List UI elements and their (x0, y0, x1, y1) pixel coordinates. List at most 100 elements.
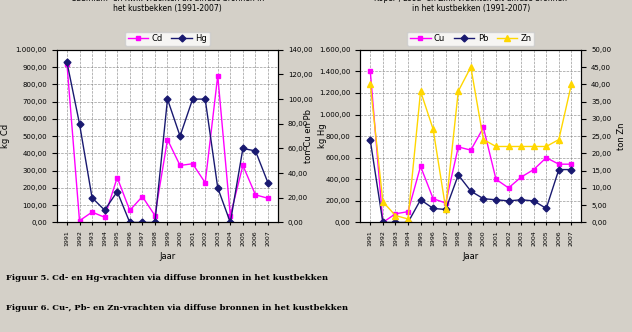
Zn (379, 200, 387, 204)
Cd (113, 176, 121, 180)
Cu (467, 148, 475, 152)
Cu (492, 177, 500, 181)
Cu (518, 175, 525, 179)
Hg (239, 146, 246, 150)
Hg (88, 196, 96, 200)
Line: Cd: Cd (64, 61, 270, 223)
Cu (379, 220, 387, 224)
Hg (176, 134, 184, 138)
Hg (113, 190, 121, 194)
Hg (214, 186, 222, 190)
Line: Pb: Pb (368, 138, 574, 225)
Pb (480, 197, 487, 201)
Line: Zn: Zn (368, 64, 574, 222)
Zn (442, 207, 449, 210)
Cd (101, 215, 109, 219)
Hg (151, 220, 159, 224)
Title: Koper-, Lood- en Zink vrachten uit diffuse bronnen
in het kustbekken (1991-2007): Koper-, Lood- en Zink vrachten uit diffu… (374, 0, 568, 13)
Cu (392, 212, 399, 216)
Pb (429, 207, 437, 210)
Zn (429, 127, 437, 131)
Cd (126, 208, 133, 212)
Pb (442, 208, 449, 211)
Hg (226, 220, 234, 224)
Cd (214, 74, 222, 78)
Pb (379, 220, 387, 224)
Cu (454, 145, 462, 149)
Zn (555, 137, 562, 141)
Line: Hg: Hg (64, 60, 270, 225)
Pb (467, 189, 475, 193)
Pb (505, 199, 513, 203)
Cd (264, 196, 272, 200)
Cu (480, 125, 487, 129)
Cu (505, 186, 513, 190)
Hg (264, 181, 272, 185)
Line: Cu: Cu (368, 69, 574, 225)
Hg (101, 208, 109, 212)
Legend: Cu, Pb, Zn: Cu, Pb, Zn (407, 32, 535, 45)
Cu (367, 69, 374, 73)
Zn (467, 65, 475, 69)
Cu (542, 156, 550, 160)
Cd (63, 62, 71, 66)
X-axis label: Jaar: Jaar (159, 252, 176, 261)
Pb (404, 220, 412, 224)
Pb (530, 199, 537, 203)
Zn (568, 82, 575, 86)
Hg (138, 220, 146, 224)
Pb (367, 138, 374, 142)
Cu (555, 162, 562, 166)
Cu (416, 164, 424, 168)
Cu (568, 162, 575, 166)
Pb (568, 168, 575, 172)
Hg (164, 97, 171, 101)
Y-axis label: kg Cd: kg Cd (1, 124, 10, 148)
Zn (505, 144, 513, 148)
Title: Cadmium- en Kwik-vrachten uit diffuse bronnen in
het kustbekken (1991-2007): Cadmium- en Kwik-vrachten uit diffuse br… (71, 0, 264, 13)
Cd (252, 193, 259, 197)
Zn (492, 144, 500, 148)
Cu (442, 201, 449, 205)
Zn (367, 82, 374, 86)
Y-axis label: ton Zn: ton Zn (617, 123, 626, 150)
Zn (404, 217, 412, 221)
Zn (392, 213, 399, 217)
Cu (530, 168, 537, 172)
Hg (63, 60, 71, 64)
Pb (492, 198, 500, 202)
Legend: Cd, Hg: Cd, Hg (125, 32, 210, 45)
Zn (416, 89, 424, 93)
Pb (454, 173, 462, 177)
Cd (176, 163, 184, 167)
Text: Figuur 6. Cu-, Pb- en Zn-vrachten via diffuse bronnen in het kustbekken: Figuur 6. Cu-, Pb- en Zn-vrachten via di… (6, 304, 348, 312)
Cd (88, 210, 96, 214)
Hg (76, 122, 83, 126)
Cd (151, 213, 159, 217)
Y-axis label: kg Hg: kg Hg (318, 124, 327, 148)
Zn (454, 89, 462, 93)
Pb (518, 198, 525, 202)
Cd (76, 219, 83, 223)
Pb (392, 220, 399, 224)
Hg (126, 220, 133, 224)
Pb (555, 168, 562, 172)
Y-axis label: ton Cu en Pb: ton Cu en Pb (305, 109, 313, 163)
Zn (480, 137, 487, 141)
X-axis label: Jaar: Jaar (463, 252, 479, 261)
Zn (518, 144, 525, 148)
Hg (202, 97, 209, 101)
Text: Figuur 5. Cd- en Hg-vrachten via diffuse bronnen in het kustbekken: Figuur 5. Cd- en Hg-vrachten via diffuse… (6, 274, 329, 282)
Cd (202, 181, 209, 185)
Pb (542, 207, 550, 210)
Zn (542, 144, 550, 148)
Cd (226, 213, 234, 217)
Cu (429, 197, 437, 201)
Hg (252, 149, 259, 153)
Hg (189, 97, 197, 101)
Cd (189, 162, 197, 166)
Cd (239, 163, 246, 167)
Cd (164, 137, 171, 141)
Zn (530, 144, 537, 148)
Cu (404, 210, 412, 214)
